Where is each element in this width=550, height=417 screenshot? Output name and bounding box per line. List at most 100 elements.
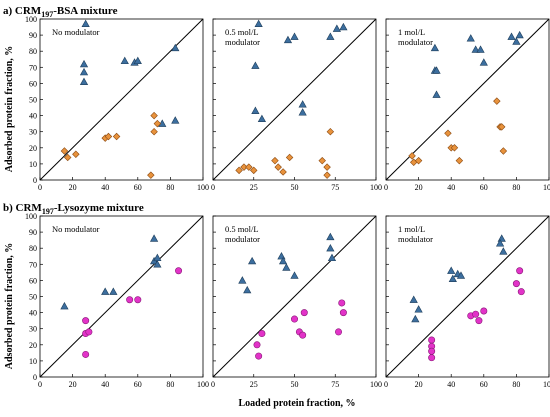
circle-point [475, 317, 483, 325]
x-tick-label: 60 [480, 380, 488, 389]
x-tick-label: 100 [370, 380, 382, 389]
triangle-point [448, 274, 457, 282]
x-tick-label: 100 [370, 183, 382, 192]
x-tick-label: 0 [38, 380, 42, 389]
diagonal-line [212, 18, 377, 181]
circle-point [82, 350, 90, 358]
circle-point [126, 296, 134, 304]
y-tick-label: 0 [33, 176, 37, 185]
circle-point [335, 328, 343, 336]
triangle-point [171, 43, 180, 52]
triangle-point [81, 19, 90, 28]
diamond-point [323, 171, 331, 179]
x-tick-label: 50 [291, 380, 299, 389]
y-tick-label: 50 [29, 96, 37, 105]
chart-panel-4: 0 20 40 60 80 100 0 10 20 30 40 50 60 70 80 90 100 No mod… [3, 202, 209, 389]
x-tick-label: 60 [480, 183, 488, 192]
y-tick-label: 70 [29, 63, 37, 72]
diamond-point [318, 156, 326, 165]
y-tick-label: 20 [29, 144, 37, 153]
y-tick-label: 10 [29, 357, 37, 366]
triangle-point [515, 30, 524, 39]
y-tick-label: 90 [29, 31, 37, 40]
triangle-point [79, 77, 89, 85]
triangle-point [332, 24, 341, 32]
chart-panel-1: 0 20 40 60 80 100 0 10 20 30 40 50 60 70 80 90 100 No mod… [3, 5, 209, 192]
diagonal-line [212, 215, 377, 378]
triangle-point [282, 263, 291, 271]
diamond-point [455, 156, 464, 165]
y-axis-title-bottom: Adsorbed protein fraction, % [4, 243, 15, 369]
diamond-point [414, 156, 423, 165]
circle-point [255, 352, 263, 360]
panel-annotation: 0.5 mol/L [225, 27, 259, 37]
diamond-point [245, 163, 253, 171]
triangle-point [251, 106, 260, 114]
diamond-point [72, 150, 80, 158]
triangle-point [283, 35, 293, 44]
circle-point [480, 307, 488, 315]
triangle-point [60, 301, 69, 310]
y-tick-label: 100 [25, 15, 37, 24]
panel-annotation: modulator [225, 37, 260, 47]
circle-point [516, 267, 524, 275]
x-tick-label: 25 [250, 380, 258, 389]
circle-point [428, 347, 436, 355]
triangle-point [409, 295, 418, 303]
y-tick-label: 80 [29, 244, 37, 253]
circle-point [300, 309, 308, 317]
triangle-point [326, 32, 335, 40]
x-tick-label: 40 [447, 380, 455, 389]
diamond-point [250, 166, 258, 175]
triangle-point [456, 271, 466, 279]
x-tick-label: 25 [250, 183, 258, 192]
y-tick-label: 90 [29, 228, 37, 237]
panel-annotation: No modulator [52, 224, 100, 234]
diamond-point [63, 153, 72, 162]
x-tick-label: 80 [512, 380, 520, 389]
x-tick-label: 0 [211, 380, 215, 389]
triangle-point [243, 285, 252, 294]
diagonal-line [39, 215, 204, 378]
x-tick-label: 20 [69, 380, 77, 389]
diamond-point [60, 147, 69, 155]
circle-point [428, 354, 436, 362]
triangle-point [339, 22, 348, 31]
y-tick-label: 10 [29, 160, 37, 169]
triangle-point [79, 59, 89, 68]
x-tick-label: 0 [38, 183, 42, 192]
diamond-point [104, 132, 113, 141]
triangle-point [290, 271, 299, 279]
panel-annotation: modulator [398, 234, 433, 244]
panel-annotation: 0.5 mol/L [225, 224, 259, 234]
circle-point [258, 330, 266, 338]
triangle-point [251, 61, 260, 69]
circle-point [82, 317, 90, 325]
triangle-point [507, 32, 516, 40]
triangle-point [512, 37, 521, 45]
x-tick-label: 20 [415, 183, 423, 192]
diamond-point [150, 111, 158, 120]
diamond-point [408, 152, 416, 160]
y-tick-label: 40 [29, 112, 37, 121]
diamond-point [274, 163, 282, 171]
x-tick-label: 40 [447, 183, 455, 192]
triangle-point [471, 45, 480, 53]
y-tick-label: 40 [29, 309, 37, 318]
triangle-point [120, 56, 129, 65]
panel-annotation: 1 mol/L [398, 27, 425, 37]
circle-point [290, 315, 298, 323]
x-tick-label: 100 [197, 183, 209, 192]
diamond-point [323, 163, 331, 171]
x-tick-label: 20 [415, 380, 423, 389]
circle-point [339, 309, 347, 317]
triangle-point [430, 43, 440, 52]
y-tick-label: 50 [29, 293, 37, 302]
triangle-point [476, 45, 485, 53]
diamond-point [235, 166, 243, 175]
panel-annotation: 1 mol/L [398, 224, 425, 234]
